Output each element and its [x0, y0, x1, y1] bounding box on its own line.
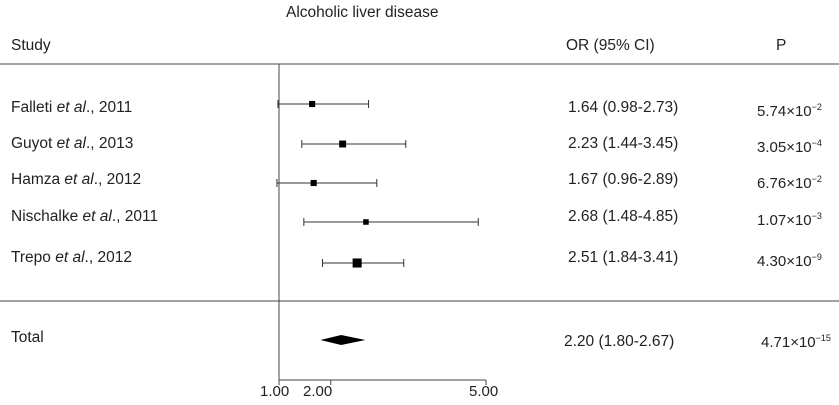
or-column-header: OR (95% CI): [566, 37, 655, 54]
or-value: 1.67 (0.96-2.89): [568, 171, 679, 188]
or-value: 2.23 (1.44-3.45): [568, 135, 679, 152]
or-value: 1.64 (0.98-2.73): [568, 99, 679, 116]
total-p-value: 4.71×10−15: [761, 333, 831, 351]
x-tick-label: 5.00: [469, 383, 499, 400]
study-label: Falleti et al., 2011: [11, 99, 133, 116]
p-value: 1.07×10−3: [757, 211, 822, 229]
p-value: 6.76×10−2: [757, 174, 822, 192]
study-label: Guyot et al., 2013: [11, 135, 134, 152]
study-column-header: Study: [11, 37, 51, 54]
study-label: Trepo et al., 2012: [11, 249, 132, 266]
total-label: Total: [11, 329, 44, 346]
p-column-header: P: [776, 37, 787, 54]
pooled-diamond: [320, 335, 366, 345]
p-value: 5.74×10−2: [757, 102, 822, 120]
p-value: 4.30×10−9: [757, 252, 822, 270]
x-tick-label: 1.00: [260, 383, 290, 400]
point-estimate: [352, 258, 362, 268]
x-tick-label: 2.00: [303, 383, 333, 400]
point-estimate: [339, 140, 347, 148]
chart-title: Alcoholic liver disease: [286, 4, 439, 21]
study-label: Nischalke et al., 2011: [11, 208, 159, 225]
point-estimate: [309, 100, 316, 108]
p-value: 3.05×10−4: [757, 138, 822, 156]
or-value: 2.51 (1.84-3.41): [568, 249, 679, 266]
or-value: 2.68 (1.48-4.85): [568, 208, 679, 225]
point-estimate: [363, 219, 369, 225]
total-or-value: 2.20 (1.80-2.67): [564, 333, 675, 350]
study-label: Hamza et al., 2012: [11, 171, 142, 188]
point-estimate: [310, 179, 317, 187]
